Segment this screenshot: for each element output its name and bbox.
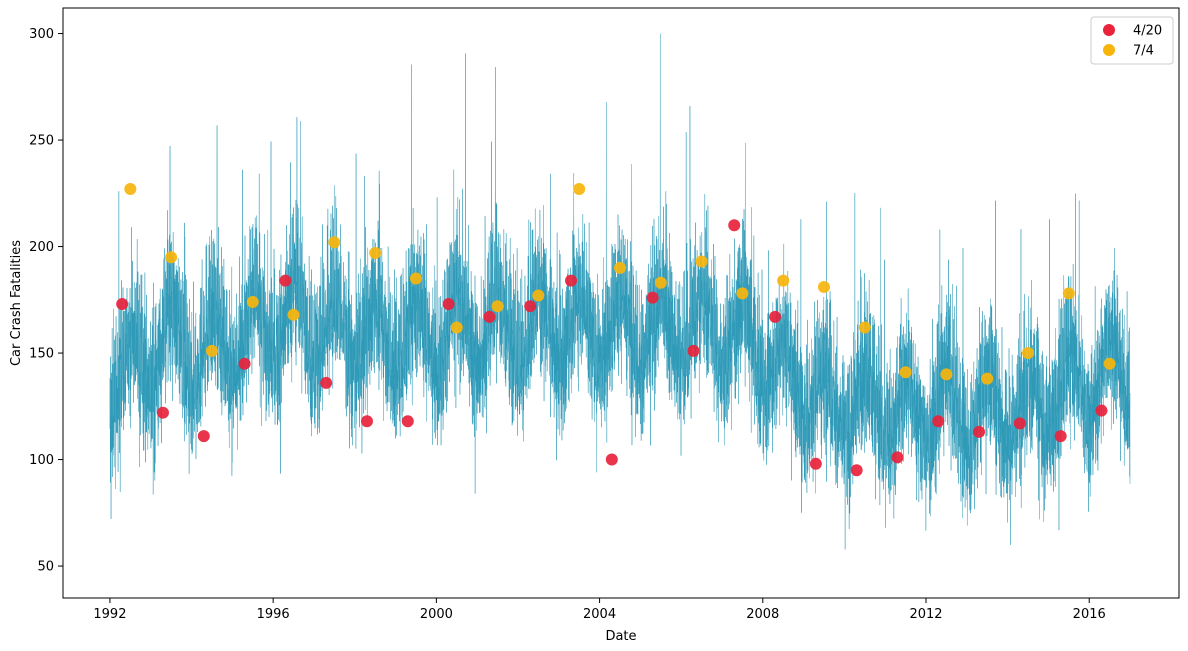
point-7-4	[1022, 347, 1035, 360]
point-7-4	[899, 366, 912, 379]
axes-frame	[62, 7, 1180, 599]
legend-label-4-20: 4/20	[1133, 24, 1162, 39]
x-tick-label: 2016	[1073, 607, 1106, 622]
point-4-20	[197, 430, 210, 443]
point-7-4	[1103, 357, 1116, 370]
point-4-20	[401, 415, 414, 428]
point-4-20	[973, 425, 986, 438]
y-axis-ticks: 50 100 150 200 250 300	[29, 27, 63, 575]
point-7-4	[450, 321, 463, 334]
point-4-20	[1013, 417, 1026, 430]
point-4-20	[850, 464, 863, 477]
legend-marker-7-4	[1103, 44, 1115, 56]
daily-fatalities-line	[109, 33, 1131, 550]
x-axis-title: Date	[605, 629, 636, 644]
point-4-20	[932, 415, 945, 428]
y-tick-label: 150	[29, 347, 54, 362]
x-tick-label: 1996	[257, 607, 290, 622]
point-7-4	[369, 246, 382, 259]
point-4-20	[156, 406, 169, 419]
point-7-4	[328, 236, 341, 249]
legend-label-7-4: 7/4	[1133, 44, 1154, 59]
point-4-20	[360, 415, 373, 428]
point-4-20	[687, 344, 700, 357]
point-4-20	[565, 274, 578, 287]
point-7-4	[246, 295, 259, 308]
point-4-20	[524, 300, 537, 313]
point-7-4	[981, 372, 994, 385]
x-tick-label: 1992	[93, 607, 126, 622]
point-7-4	[205, 344, 218, 357]
point-7-4	[1062, 287, 1075, 300]
point-4-20	[238, 357, 251, 370]
y-axis-title: Car Crash Fatalities	[9, 240, 24, 366]
points-layer	[116, 183, 1116, 477]
point-7-4	[165, 251, 178, 264]
point-4-20	[769, 310, 782, 323]
point-4-20	[320, 376, 333, 389]
legend: 4/20 7/4	[1090, 16, 1174, 65]
point-4-20	[1054, 430, 1067, 443]
point-7-4	[287, 308, 300, 321]
x-tick-label: 2012	[909, 607, 942, 622]
legend-marker-4-20	[1103, 24, 1115, 36]
point-4-20	[728, 219, 741, 232]
point-7-4	[409, 272, 422, 285]
x-tick-label: 2004	[583, 607, 616, 622]
point-7-4	[695, 255, 708, 268]
point-7-4	[573, 183, 586, 196]
point-7-4	[654, 276, 667, 289]
point-4-20	[891, 451, 904, 464]
point-4-20	[605, 453, 618, 466]
point-4-20	[442, 298, 455, 311]
y-tick-label: 200	[29, 240, 54, 255]
y-tick-label: 100	[29, 453, 54, 468]
point-4-20	[1095, 404, 1108, 417]
point-4-20	[809, 457, 822, 470]
point-7-4	[613, 261, 626, 274]
point-4-20	[116, 298, 129, 311]
point-4-20	[279, 274, 292, 287]
point-7-4	[858, 321, 871, 334]
y-tick-label: 250	[29, 134, 54, 149]
point-7-4	[491, 300, 504, 313]
point-7-4	[532, 289, 545, 302]
x-tick-label: 2008	[746, 607, 779, 622]
point-7-4	[818, 281, 830, 294]
x-tick-label: 2000	[420, 607, 453, 622]
y-tick-label: 50	[37, 560, 54, 575]
x-axis-ticks: 1992 1996 2000 2004 2008 2012 2016	[93, 598, 1106, 622]
point-7-4	[124, 183, 137, 196]
plot-area	[109, 33, 1131, 550]
point-4-20	[646, 291, 659, 304]
point-7-4	[940, 368, 953, 381]
point-7-4	[736, 287, 749, 300]
point-7-4	[777, 274, 790, 287]
y-tick-label: 300	[29, 27, 54, 42]
point-4-20	[483, 310, 496, 323]
